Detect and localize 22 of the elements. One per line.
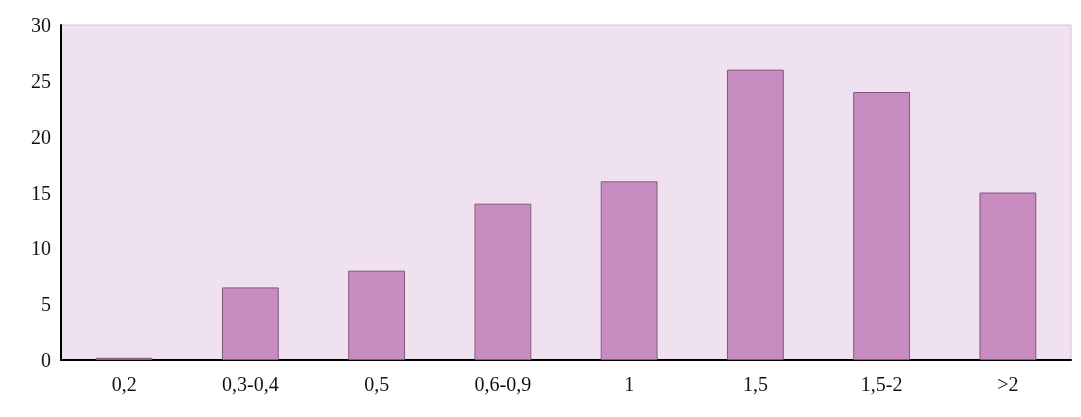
y-tick-label: 30 <box>31 14 51 36</box>
y-tick-label: 0 <box>41 349 51 371</box>
y-tick-label: 10 <box>31 237 51 260</box>
bar <box>474 203 532 360</box>
y-tick-label: 15 <box>31 181 51 204</box>
bar <box>348 270 406 360</box>
x-tick-label: 1,5-2 <box>860 373 903 395</box>
y-tick-label: 20 <box>31 125 51 148</box>
x-tick-label: >2 <box>997 373 1019 395</box>
y-tick-label: 25 <box>31 69 51 92</box>
bar <box>600 181 658 360</box>
x-tick-label: 1 <box>624 373 635 395</box>
x-tick-label: 0,5 <box>364 373 390 395</box>
bar <box>221 287 279 360</box>
y-tick-label: 5 <box>41 293 51 316</box>
bar <box>726 69 784 360</box>
x-tick-label: 0,6-0,9 <box>474 373 532 395</box>
bar <box>853 92 911 360</box>
x-tick-label: 0,2 <box>111 373 137 395</box>
x-tick-label: 0,3-0,4 <box>222 373 279 395</box>
x-tick-label: 1,5 <box>742 373 768 395</box>
bar <box>979 192 1037 360</box>
